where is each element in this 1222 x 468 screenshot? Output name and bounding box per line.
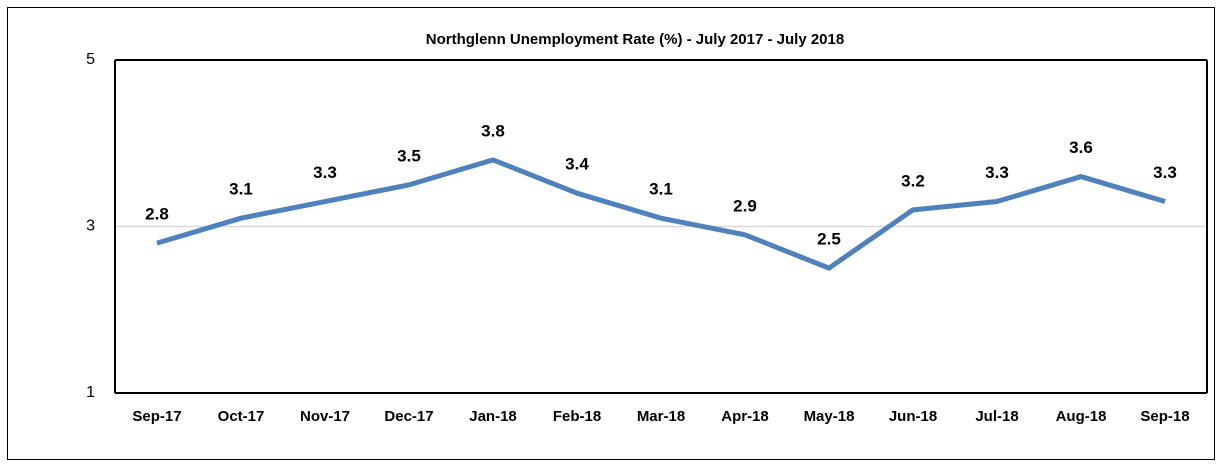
data-label: 3.1 (229, 180, 253, 199)
data-label: 3.1 (649, 180, 673, 199)
data-label: 2.9 (733, 196, 757, 215)
x-tick-label: Sep-18 (1140, 408, 1189, 425)
data-label: 3.2 (901, 171, 925, 190)
y-tick-label: 1 (86, 384, 95, 401)
data-label: 3.3 (313, 163, 337, 182)
x-tick-label: Mar-18 (637, 408, 685, 425)
x-tick-label: Jan-18 (469, 408, 517, 425)
data-label: 2.8 (145, 205, 169, 224)
x-tick-label: Feb-18 (553, 408, 601, 425)
x-tick-label: Apr-18 (721, 408, 769, 425)
x-tick-label: Dec-17 (384, 408, 433, 425)
x-tick-label: May-18 (804, 408, 855, 425)
y-tick-label: 5 (86, 51, 95, 68)
x-tick-label: Jun-18 (889, 408, 937, 425)
x-tick-label: Oct-17 (218, 408, 265, 425)
x-tick-label: Nov-17 (300, 408, 350, 425)
data-label: 3.3 (985, 163, 1009, 182)
data-label: 3.4 (565, 155, 589, 174)
data-label: 3.8 (481, 121, 505, 140)
x-tick-label: Jul-18 (975, 408, 1018, 425)
chart-border (7, 7, 1215, 460)
chart-title: Northglenn Unemployment Rate (%) - July … (426, 31, 844, 48)
y-tick-label: 3 (86, 218, 95, 235)
line (156, 157, 1166, 271)
x-tick-label: Sep-17 (132, 408, 181, 425)
data-label: 3.6 (1069, 138, 1093, 157)
data-label: 3.5 (397, 146, 421, 165)
data-label: 2.5 (817, 230, 841, 249)
x-tick-label: Aug-18 (1056, 408, 1107, 425)
data-label: 3.3 (1153, 163, 1177, 182)
